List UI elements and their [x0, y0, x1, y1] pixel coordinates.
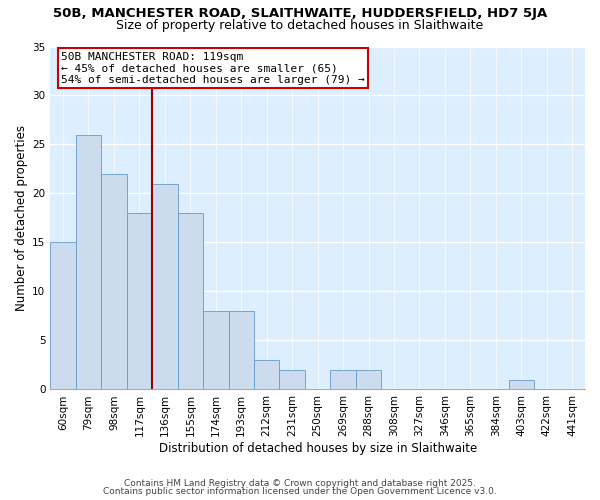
Text: 50B MANCHESTER ROAD: 119sqm
← 45% of detached houses are smaller (65)
54% of sem: 50B MANCHESTER ROAD: 119sqm ← 45% of det…	[61, 52, 365, 85]
Text: Contains HM Land Registry data © Crown copyright and database right 2025.: Contains HM Land Registry data © Crown c…	[124, 478, 476, 488]
Bar	[509, 380, 534, 390]
Bar	[331, 370, 356, 390]
Text: Size of property relative to detached houses in Slaithwaite: Size of property relative to detached ho…	[116, 19, 484, 32]
Bar	[280, 370, 305, 390]
X-axis label: Distribution of detached houses by size in Slaithwaite: Distribution of detached houses by size …	[158, 442, 477, 455]
Text: Contains public sector information licensed under the Open Government Licence v3: Contains public sector information licen…	[103, 487, 497, 496]
Bar	[127, 213, 152, 390]
Bar	[76, 134, 101, 390]
Bar	[229, 311, 254, 390]
Bar	[101, 174, 127, 390]
Bar	[152, 184, 178, 390]
Y-axis label: Number of detached properties: Number of detached properties	[15, 125, 28, 311]
Bar	[203, 311, 229, 390]
Bar	[50, 242, 76, 390]
Bar	[178, 213, 203, 390]
Bar	[254, 360, 280, 390]
Bar	[356, 370, 381, 390]
Text: 50B, MANCHESTER ROAD, SLAITHWAITE, HUDDERSFIELD, HD7 5JA: 50B, MANCHESTER ROAD, SLAITHWAITE, HUDDE…	[53, 8, 547, 20]
